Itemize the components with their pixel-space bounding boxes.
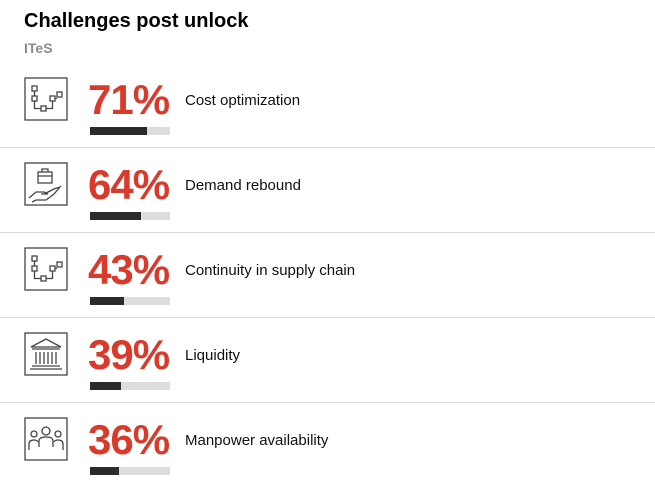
progress-fill — [90, 297, 125, 305]
progress-fill — [90, 467, 119, 475]
progress-track — [90, 212, 170, 220]
challenge-label: Continuity in supply chain — [185, 262, 356, 279]
challenge-label: Demand rebound — [185, 177, 301, 194]
stat-list: 71% Cost optimization 64% Demand rebound — [0, 63, 655, 488]
percentage-value: 36% — [88, 416, 170, 463]
stat-row: 39% Liquidity — [0, 318, 655, 403]
progress-track — [90, 297, 170, 305]
flowchart-icon — [24, 77, 68, 121]
percentage-value: 39% — [88, 331, 170, 378]
flowchart-icon — [24, 247, 68, 291]
progress-fill — [90, 382, 122, 390]
progress-fill — [90, 212, 142, 220]
stat-row: 71% Cost optimization — [0, 63, 655, 148]
chart-title: Challenges post unlock — [24, 10, 249, 32]
bank-icon — [24, 332, 68, 376]
chart-subtitle: ITeS — [24, 40, 53, 56]
progress-track — [90, 382, 170, 390]
hand-briefcase-icon — [24, 162, 68, 206]
progress-fill — [90, 127, 147, 135]
percentage-value: 64% — [88, 161, 170, 208]
progress-track — [90, 467, 170, 475]
progress-track — [90, 127, 170, 135]
challenge-label: Manpower availability — [185, 432, 329, 449]
stat-row: 36% Manpower availability — [0, 403, 655, 488]
people-icon — [24, 417, 68, 461]
stat-row: 43% Continuity in supply chain — [0, 233, 655, 318]
percentage-value: 71% — [88, 76, 170, 123]
challenge-label: Liquidity — [185, 347, 241, 364]
challenge-label: Cost optimization — [185, 92, 301, 109]
percentage-value: 43% — [88, 246, 170, 293]
stat-row: 64% Demand rebound — [0, 148, 655, 233]
